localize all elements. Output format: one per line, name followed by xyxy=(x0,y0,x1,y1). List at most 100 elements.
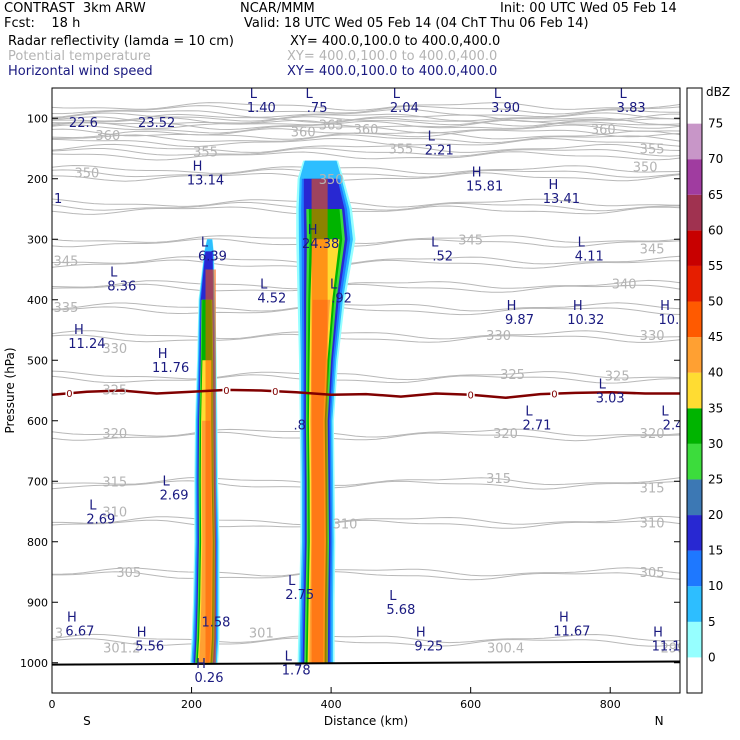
org-label: NCAR/MMM xyxy=(240,1,315,16)
wind-speed-label: 5.56 xyxy=(135,640,164,655)
colorbar-frame xyxy=(686,87,703,694)
freezing-level-label: 0 xyxy=(272,387,278,398)
wind-speed-label: .75 xyxy=(307,101,328,116)
wind-high-marker: H xyxy=(653,626,663,641)
x-tick-label: 800 xyxy=(600,698,621,711)
wind-speed-label: 3.03 xyxy=(596,391,625,406)
theta-label: 310 xyxy=(102,506,127,521)
valid-time: Valid: 18 UTC Wed 05 Feb 14 (04 ChT Thu … xyxy=(244,16,589,31)
freezing-level-line xyxy=(52,388,680,400)
colorbar-swatch xyxy=(687,301,702,338)
wind-speed-label: 9.1 xyxy=(42,192,63,207)
freezing-level-label: 0 xyxy=(66,389,72,400)
wind-speed-label: 3.90 xyxy=(491,101,520,116)
wind-speed-label: 9.25 xyxy=(414,640,443,655)
x-axis-left-end: S xyxy=(83,714,91,728)
wind-speed-label: 13.41 xyxy=(543,192,580,207)
freezing-label-bg xyxy=(65,387,74,399)
theta-label: 345 xyxy=(640,242,665,257)
theta-label: 365 xyxy=(319,118,344,133)
theta-isoline xyxy=(52,120,680,131)
theta-isoline xyxy=(52,330,680,340)
freezing-label-bg xyxy=(550,387,559,399)
wind-speed-label: 13.14 xyxy=(187,174,224,189)
wind-high-marker: H xyxy=(67,610,77,625)
wind-high-marker: H xyxy=(660,299,670,314)
freezing-label-bg xyxy=(466,388,475,400)
theta-isoline xyxy=(52,108,680,118)
field-wind: Horizontal wind speed xyxy=(8,64,153,79)
wind-high-marker: H xyxy=(308,223,318,238)
colorbar-swatch xyxy=(687,337,702,373)
theta-isoline xyxy=(52,571,680,581)
colorbar-swatch xyxy=(687,265,702,302)
theta-label: 355 xyxy=(388,143,413,158)
theta-isoline xyxy=(52,306,680,316)
x-tick-label: 0 xyxy=(49,698,56,711)
colorbar-swatch xyxy=(687,230,702,266)
x-axis-label: Distance (km) xyxy=(324,714,408,728)
theta-isoline xyxy=(52,105,680,115)
wind-speed-label: 2.04 xyxy=(390,101,419,116)
colorbar-label: 65 xyxy=(708,188,723,202)
wind-speed-label: 2.69 xyxy=(86,512,115,527)
colorbar-swatch xyxy=(687,515,702,551)
wind-speed-label: 15.81 xyxy=(466,180,503,195)
wind-speed-label: 11.67 xyxy=(553,624,590,639)
theta-isoline xyxy=(52,370,680,381)
wind-high-marker: H xyxy=(158,347,168,362)
wind-low-marker: L xyxy=(285,650,293,665)
wind-low-marker: L xyxy=(393,87,401,102)
wind-low-marker: L xyxy=(201,235,209,250)
theta-label: 301 xyxy=(249,627,274,642)
colorbar-label: 25 xyxy=(708,472,723,486)
theta-label: 350 xyxy=(633,161,658,176)
field-reflectivity: Radar reflectivity (lamda = 10 cm) xyxy=(8,34,234,49)
theta-label: 315 xyxy=(102,475,127,490)
plot-frame xyxy=(51,87,681,694)
theta-isoline xyxy=(52,143,680,153)
theta-label: 320 xyxy=(493,427,518,442)
theta-isoline xyxy=(52,168,680,178)
wind-speed-label: 6.67 xyxy=(65,624,94,639)
theta-isoline xyxy=(52,147,680,157)
wind-high-marker: H xyxy=(573,299,583,314)
wind-low-marker: L xyxy=(250,87,258,102)
wind-speed-label: 24.38 xyxy=(302,237,339,252)
wind-speed-label: 1.78 xyxy=(282,664,311,679)
theta-isoline xyxy=(52,431,680,442)
colorbar-swatch xyxy=(687,194,702,231)
freezing-label-bg xyxy=(271,385,280,397)
theta-isoline xyxy=(52,172,680,182)
wind-high-marker: H xyxy=(416,626,426,641)
theta-label: 315 xyxy=(640,481,665,496)
theta-label: 350 xyxy=(74,167,99,182)
wind-speed-label: 4.52 xyxy=(257,292,286,307)
theta-isoline xyxy=(52,480,680,490)
wind-low-marker: L xyxy=(260,278,268,293)
wind-low-marker: L xyxy=(661,405,669,420)
x-axis-right-end: N xyxy=(655,714,664,728)
wind-speed-label: 2.21 xyxy=(425,143,454,158)
colorbar-swatch xyxy=(687,586,702,622)
wind-low-marker: L xyxy=(110,266,118,281)
wind-speed-label: 2.69 xyxy=(160,488,189,503)
colorbar-label: 5 xyxy=(708,615,716,629)
wind-low-marker: L xyxy=(389,589,397,604)
theta-label: 345 xyxy=(458,233,483,248)
model-title: CONTRAST 3km ARW xyxy=(4,1,146,16)
wind-high-marker: H xyxy=(196,657,206,672)
colorbar-swatch xyxy=(687,408,702,444)
wind-low-marker: L xyxy=(89,498,97,513)
theta-label: 350 xyxy=(319,173,344,188)
wind-speed-label: 1.58 xyxy=(202,615,231,630)
colorbar-label: 20 xyxy=(708,508,723,522)
colorbar-swatch xyxy=(687,443,702,480)
colorbar-label: 70 xyxy=(708,152,723,166)
theta-label: 360 xyxy=(354,123,379,138)
field-wind-xy: XY= 400.0,100.0 to 400.0,400.0 xyxy=(287,64,498,79)
wind-speed-label: 2.71 xyxy=(522,419,551,434)
theta-isoline xyxy=(52,567,680,577)
theta-label: 335 xyxy=(54,301,79,316)
wind-speed-label: 10.32 xyxy=(567,313,604,328)
